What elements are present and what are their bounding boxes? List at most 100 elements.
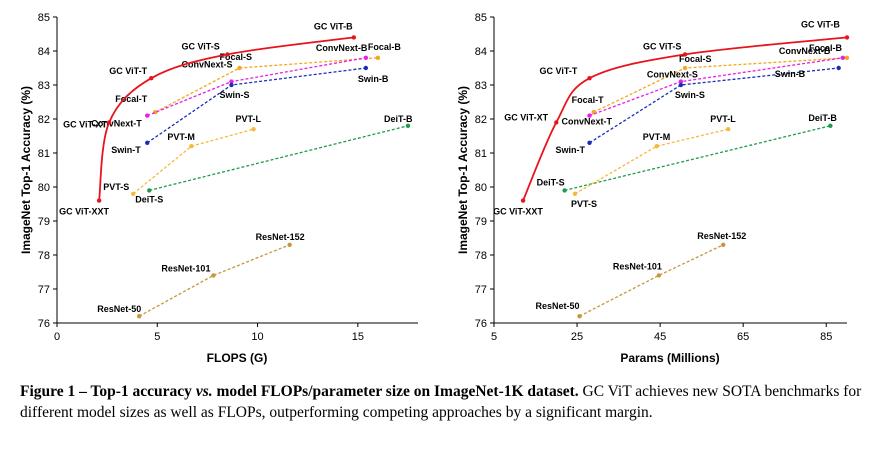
params-series-swin-label-swin-s: Swin-S	[675, 90, 705, 100]
flops-series-gc-vit-label-gc-vit-t: GC ViT-T	[109, 66, 147, 76]
flops-series-convnext-label-convnext-t: ConvNext-T	[91, 119, 142, 129]
params-x-tick-label-85: 85	[820, 331, 832, 343]
params-series-pvt-point-pvt-l	[726, 127, 731, 132]
params-series-convnext-label-convnext-b: ConvNext-B	[779, 46, 831, 56]
caption-body: GC ViT achieves new SOTA benchmarks for …	[20, 383, 862, 421]
params-series-gc-vit-label-gc-vit-t: GC ViT-T	[540, 66, 578, 76]
flops-series-gc-vit-point-gc-vit-xxt	[96, 198, 102, 203]
params-y-tick-label-78: 78	[475, 250, 487, 262]
params-y-tick-label-85: 85	[475, 12, 487, 24]
flops-series-deit-line	[149, 125, 409, 192]
flops-y-tick-label-82: 82	[38, 114, 50, 126]
flops-series-resnet-label-resnet-152: ResNet-152	[256, 232, 305, 242]
params-series-gc-vit-point-gc-vit-b	[844, 35, 850, 40]
params-series-focal-line	[593, 57, 848, 113]
caption-figure-label: Figure 1 – Top-1 accuracy	[20, 383, 196, 400]
params-x-tick-label-65: 65	[737, 331, 749, 343]
flops-y-tick-label-81: 81	[38, 148, 50, 160]
flops-x-tick-label-15: 15	[352, 331, 364, 343]
flops-series-resnet-point-resnet-101	[211, 273, 216, 278]
params-series-swin-point-swin-s	[678, 82, 684, 88]
params-y-tick-label-82: 82	[475, 114, 487, 126]
params-series-resnet-label-resnet-101: ResNet-101	[613, 261, 662, 271]
params-y-tick-label-80: 80	[475, 182, 487, 194]
flops-series-gc-vit-label-gc-vit-b: GC ViT-B	[314, 21, 353, 31]
params-series-swin-point-swin-b	[836, 65, 841, 71]
flops-y-tick-label-76: 76	[38, 318, 50, 330]
flops-y-tick-label-83: 83	[38, 80, 50, 92]
params-series-pvt-line	[574, 128, 729, 195]
params-series-pvt-label-pvt-m: PVT-M	[643, 132, 671, 142]
params-series-pvt-point-pvt-m	[654, 144, 659, 149]
flops-series-convnext-label-convnext-b: ConvNext-B	[316, 43, 368, 53]
params-series-gc-vit-label-gc-vit-b: GC ViT-B	[801, 19, 840, 29]
params-series-resnet-label-resnet-152: ResNet-152	[697, 231, 746, 241]
flops-series-pvt-point-pvt-s	[131, 191, 136, 196]
params-series-gc-vit-point-gc-vit-t	[587, 76, 592, 81]
flops-y-axis-title: ImageNet Top-1 Accuracy (%)	[19, 86, 33, 254]
flops-series-convnext-label-convnext-s: ConvNext-S	[181, 60, 232, 70]
flops-series-resnet-label-resnet-50: ResNet-50	[97, 304, 141, 314]
flops-series-pvt-label-pvt-l: PVT-L	[236, 114, 262, 124]
flops-series-focal-point-focal-b	[375, 55, 381, 60]
flops-series-resnet-point-resnet-152	[287, 242, 292, 247]
params-series-pvt-label-pvt-l: PVT-L	[710, 114, 736, 124]
flops-chart: 76 77 78 79 80 81 82 83 84 85 0 5 10 15 FLOPS (G) Image…	[19, 12, 418, 365]
flops-series-swin-point-swin-s	[229, 82, 234, 88]
params-chart: 76 77 78 79 80 81 82 83 84 85 5 25 45 65 85 Params (Mil…	[456, 12, 850, 365]
params-series-resnet-point-resnet-152	[721, 242, 726, 247]
figure-caption: Figure 1 – Top-1 accuracy vs. model FLOP…	[20, 381, 875, 423]
params-series-focal-point-focal-s	[682, 65, 688, 71]
flops-series-gc-vit-point-gc-vit-t	[149, 76, 154, 81]
flops-series-pvt-point-pvt-m	[189, 144, 194, 149]
params-series-pvt-point-pvt-s	[572, 191, 578, 196]
params-series-convnext-point-convnext-s	[678, 79, 684, 84]
params-x-tick-label-5: 5	[491, 331, 497, 343]
flops-series-gc-vit-point-gc-vit-s	[225, 52, 230, 57]
flops-series-pvt-label-pvt-s: PVT-S	[103, 182, 129, 192]
params-series-gc-vit-point-gc-vit-xxt	[520, 198, 526, 203]
flops-series-swin-label-swin-b: Swin-B	[358, 74, 389, 84]
flops-series-focal-label-focal-s: Focal-S	[220, 52, 253, 62]
params-series-swin-label-swin-t: Swin-T	[556, 145, 586, 155]
params-series-gc-vit-line	[522, 36, 848, 201]
params-series-convnext-label-convnext-s: ConvNext-S	[647, 70, 698, 80]
flops-y-tick-label-77: 77	[38, 284, 50, 296]
params-series-focal-point-focal-b	[844, 55, 850, 60]
flops-series-pvt-label-pvt-m: PVT-M	[167, 132, 195, 142]
flops-y-tick-label-84: 84	[38, 46, 50, 58]
flops-x-tick-label-5: 5	[154, 331, 160, 343]
flops-y-tick-label-79: 79	[38, 216, 50, 228]
flops-series-focal-label-focal-b: Focal-B	[368, 42, 402, 52]
params-y-tick-label-79: 79	[475, 216, 487, 228]
flops-series-resnet-point-resnet-50	[137, 314, 142, 319]
params-y-tick-label-81: 81	[475, 148, 487, 160]
caption-vs: vs.	[195, 383, 213, 400]
params-y-tick-label-77: 77	[475, 284, 487, 296]
flops-y-tick-label-85: 85	[38, 12, 50, 24]
flops-series-gc-vit-point-gc-vit-b	[351, 35, 357, 40]
flops-series-gc-vit-label-gc-vit-xt: GC ViT-XT	[63, 119, 107, 129]
params-series-resnet-line	[579, 244, 724, 317]
caption-bold-text: model FLOPs/parameter size on ImageNet-1…	[212, 383, 579, 400]
flops-series-swin-label-swin-t: Swin-T	[111, 145, 141, 155]
params-series-deit-point-deit-s	[562, 188, 567, 193]
params-series-convnext-point-convnext-b	[840, 55, 846, 60]
params-series-deit-label-deit-b: DeiT-B	[808, 113, 837, 123]
params-series-gc-vit-point-gc-vit-s	[682, 52, 688, 57]
params-series-deit-label-deit-s: DeiT-S	[537, 177, 565, 187]
params-series-focal-label-focal-s: Focal-S	[679, 54, 712, 64]
flops-series-focal-point-focal-s	[237, 65, 242, 71]
params-y-axis-title: ImageNet Top-1 Accuracy (%)	[456, 86, 470, 254]
params-y-tick-label-83: 83	[475, 80, 487, 92]
flops-series-swin-point-swin-t	[145, 140, 150, 145]
flops-y-tick-label-80: 80	[38, 182, 50, 194]
params-series-swin-line	[589, 67, 839, 144]
params-series-focal-label-focal-b: Focal-B	[809, 43, 843, 53]
flops-series-gc-vit-point-gc-vit-xt	[106, 120, 112, 125]
params-series-focal-label-focal-t: Focal-T	[572, 95, 605, 105]
flops-series-gc-vit-line	[98, 36, 354, 201]
params-series-gc-vit-label-gc-vit-xt: GC ViT-XT	[504, 112, 548, 122]
params-series-resnet-point-resnet-50	[577, 314, 582, 319]
flops-series-swin-label-swin-s: Swin-S	[219, 90, 249, 100]
